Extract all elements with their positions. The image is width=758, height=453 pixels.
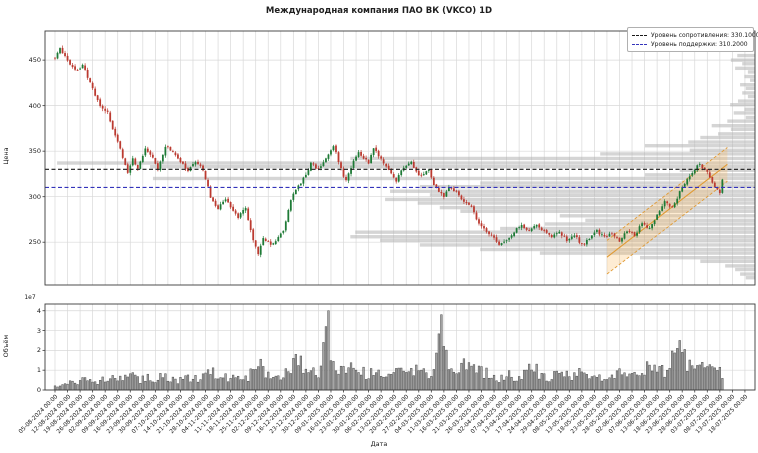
price-axis-label: Цена [2,147,10,165]
price-tick-label: 300 [28,192,41,201]
volume-scale-multiplier: 1e7 [24,294,36,301]
resistance-dash-icon [632,35,647,36]
volume-tick-label: 3 [36,326,41,335]
price-tick-label: 250 [28,238,41,247]
volume-tick-label: 2 [36,346,41,355]
support-label: Уровень поддержки: 310.2000 [651,41,748,48]
price-tick-label: 450 [28,56,41,65]
volume-axis-label: Объём [2,334,10,358]
legend-item-resistance: Уровень сопротивления: 330.1000 [632,31,758,40]
price-tick-label: 350 [28,147,41,156]
volume-tick-label: 4 [36,306,41,315]
resistance-label: Уровень сопротивления: 330.1000 [651,32,758,39]
support-dash-icon [632,44,647,45]
volume-tick-label: 0 [36,386,41,394]
volume-tick-label: 1 [36,366,41,375]
legend: Уровень сопротивления: 330.1000 Уровень … [627,27,758,52]
chart-title: Международная компания ПАО ВК (VKCO) 1D [265,6,493,16]
date-axis-label: Дата [370,440,388,448]
price-tick-label: 400 [28,101,41,110]
legend-item-support: Уровень поддержки: 310.2000 [632,40,749,49]
